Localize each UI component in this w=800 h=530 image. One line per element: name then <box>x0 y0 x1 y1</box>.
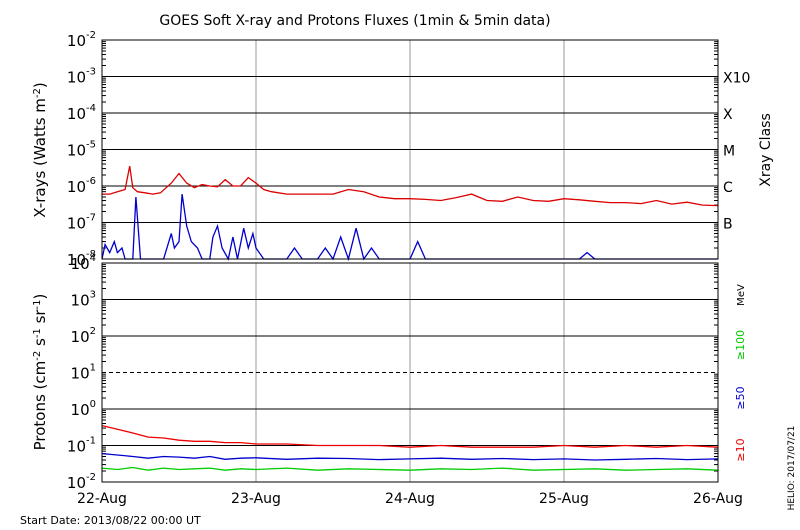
x-tick-label: 26-Aug <box>693 491 743 507</box>
prot-y-tick: 104 <box>71 253 96 273</box>
xray-y-tick: 10-8 <box>67 249 96 269</box>
xray-y-tick: 10-6 <box>67 176 96 196</box>
x-tick-label: 25-Aug <box>539 491 589 507</box>
prot-series-line-1 <box>101 452 719 461</box>
x-tick-label: 23-Aug <box>231 491 281 507</box>
prot-y-tick: 103 <box>71 290 96 310</box>
proton-legend-item: ≥10 <box>734 438 747 461</box>
xray-y-tick: 10-7 <box>67 213 96 233</box>
prot-y-tick: 100 <box>71 399 96 419</box>
proton-legend: ≥10 ≥50 ≥100 <box>734 330 747 462</box>
xray-y-axis-label: X-rays (Watts m-2) <box>31 82 49 217</box>
xray-y-tick: 10-3 <box>67 67 96 87</box>
proton-y-tick-labels: 104 103 102 101 100 10-1 10-2 <box>67 253 96 492</box>
proton-panel: 104 103 102 101 100 10-1 10-2 Protons (cm-2 s-… <box>31 253 747 492</box>
xray-panel: 10-2 10-3 10-4 10-5 10-6 10-7 10-8 X10 X M C B X-r… <box>31 30 774 269</box>
xray-y-tick-labels: 10-2 10-3 10-4 10-5 10-6 10-7 10-8 <box>67 30 96 269</box>
xray-class-x10: X10 <box>723 71 750 87</box>
xray-y-tick: 10-5 <box>67 140 96 160</box>
xray-class-x: X <box>723 107 733 123</box>
proton-plot-frame <box>101 262 719 483</box>
prot-series-line-2 <box>101 424 719 448</box>
prot-y-tick: 102 <box>71 326 96 346</box>
x-tick-labels: 22-Aug 23-Aug 24-Aug 25-Aug 26-Aug <box>77 491 743 507</box>
prot-y-tick: 101 <box>71 363 96 383</box>
credit-label: HELIO: 2017/07/21 <box>787 426 797 511</box>
xray-y-tick: 10-4 <box>67 103 96 123</box>
proton-series-group <box>101 424 719 471</box>
xray-class-m: M <box>723 144 735 160</box>
prot-y-tick: 10-1 <box>67 436 96 456</box>
xray-y-tick: 10-2 <box>67 30 96 50</box>
xray-class-c: C <box>723 180 733 196</box>
x-tick-label: 22-Aug <box>77 491 127 507</box>
prot-series-line-0 <box>101 466 719 471</box>
xray-series-line-0 <box>102 165 719 207</box>
xray-class-labels: X10 X M C B <box>723 71 750 233</box>
chart-title: GOES Soft X-ray and Protons Fluxes (1min… <box>159 13 550 29</box>
xray-class-b: B <box>723 217 733 233</box>
proton-unit-label: MeV <box>736 284 747 306</box>
prot-y-tick: 10-2 <box>67 472 96 492</box>
xray-gridlines <box>102 40 718 259</box>
proton-legend-item: ≥50 <box>734 386 747 409</box>
start-date-label: Start Date: 2013/08/22 00:00 UT <box>20 514 201 527</box>
xray-plot-frame <box>101 39 719 260</box>
x-tick-label: 24-Aug <box>385 491 435 507</box>
proton-legend-item: ≥100 <box>734 330 747 360</box>
xray-class-axis-label: Xray Class <box>758 113 774 187</box>
proton-gridlines <box>102 263 718 482</box>
proton-y-axis-label: Protons (cm-2 s-1 sr-1) <box>31 294 49 451</box>
